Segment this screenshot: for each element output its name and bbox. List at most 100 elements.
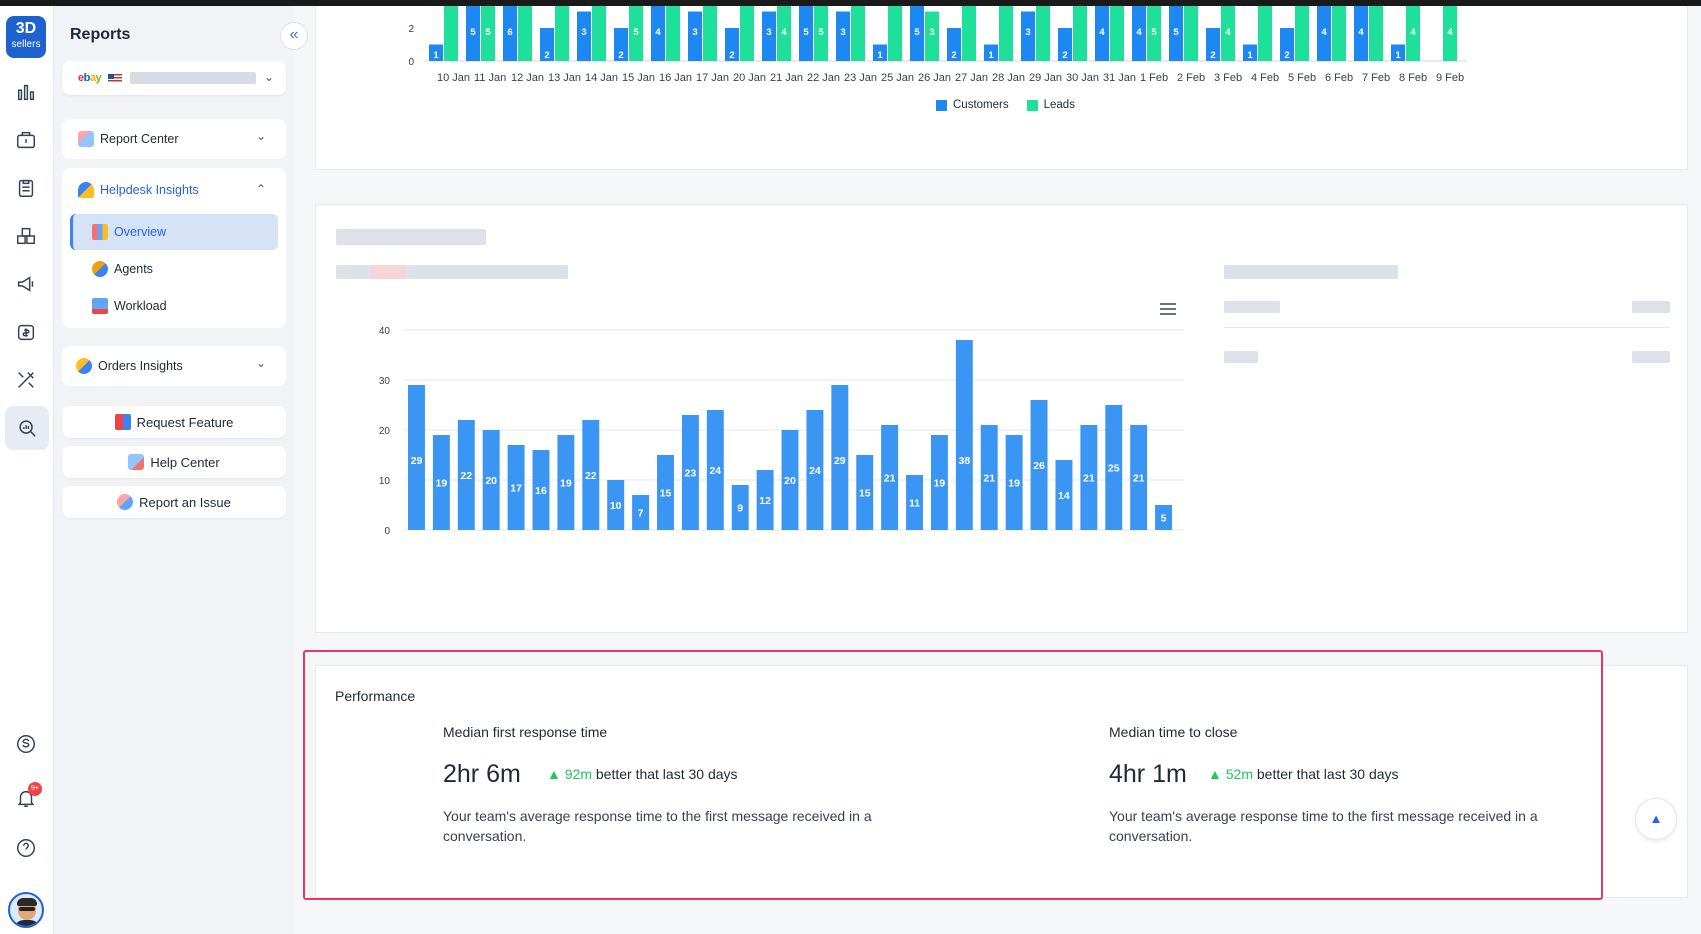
tools-icon[interactable] <box>12 366 40 394</box>
bar-leads[interactable] <box>666 0 680 61</box>
sidebar-item-report-center[interactable]: Report Center <box>62 121 286 157</box>
bar[interactable] <box>831 385 849 530</box>
inventory-icon[interactable] <box>12 222 40 250</box>
bar-customers[interactable] <box>1391 44 1405 62</box>
bar-leads[interactable] <box>925 11 939 62</box>
bar-customers[interactable] <box>1354 0 1368 61</box>
analytics-icon[interactable] <box>12 78 40 106</box>
bar[interactable] <box>507 445 525 530</box>
bar-customers[interactable] <box>577 11 591 62</box>
bar-customers[interactable] <box>688 11 702 62</box>
bar-leads[interactable] <box>555 0 569 61</box>
bar[interactable] <box>482 430 500 530</box>
report-issue-button[interactable]: Report an Issue <box>62 486 286 518</box>
subscription-icon[interactable] <box>12 730 40 758</box>
bar-leads[interactable] <box>1332 0 1346 61</box>
bar-customers[interactable] <box>1058 28 1072 61</box>
bar-customers[interactable] <box>873 44 887 62</box>
bar[interactable] <box>557 435 575 530</box>
bar[interactable] <box>681 415 699 530</box>
bar[interactable] <box>582 420 600 530</box>
bar[interactable] <box>632 495 650 530</box>
sidebar-item-helpdesk-insights[interactable]: Helpdesk Insights <box>62 172 286 208</box>
bar[interactable] <box>657 455 674 530</box>
store-selector[interactable]: ebay ⌄ <box>62 61 286 95</box>
help-icon[interactable] <box>12 834 40 862</box>
bar-leads[interactable] <box>1443 0 1457 61</box>
collapse-sidebar-button[interactable]: « <box>280 22 308 50</box>
bar[interactable] <box>1080 425 1098 530</box>
bar-leads[interactable] <box>888 0 902 61</box>
bar[interactable] <box>731 485 749 530</box>
bar-customers[interactable] <box>1021 11 1035 62</box>
bar-leads[interactable] <box>1073 0 1087 61</box>
bar-leads[interactable] <box>814 0 828 61</box>
bar-customers[interactable] <box>1169 0 1183 61</box>
report-center-card[interactable]: Report Center ⌄ <box>62 119 286 159</box>
bar[interactable] <box>781 430 799 530</box>
money-icon[interactable] <box>12 318 40 346</box>
bar-customers[interactable] <box>429 44 443 62</box>
bar[interactable] <box>1130 425 1148 530</box>
bar[interactable] <box>1005 435 1023 530</box>
orders-insights-card[interactable]: Orders Insights ⌄ <box>62 346 286 386</box>
bar-leads[interactable] <box>1258 0 1272 61</box>
bar[interactable] <box>980 425 998 530</box>
bar-leads[interactable] <box>703 0 717 61</box>
request-feature-button[interactable]: Request Feature <box>62 406 286 438</box>
bar[interactable] <box>607 480 625 530</box>
bar-customers[interactable] <box>762 11 776 62</box>
bar-leads[interactable] <box>1110 0 1124 61</box>
bar-customers[interactable] <box>836 11 850 62</box>
bar[interactable] <box>532 450 550 530</box>
bar-leads[interactable] <box>1369 0 1383 61</box>
bar[interactable] <box>881 425 899 530</box>
bar[interactable] <box>806 410 824 530</box>
bar-leads[interactable] <box>777 0 791 61</box>
bar-leads[interactable] <box>444 0 458 61</box>
bar-leads[interactable] <box>962 0 976 61</box>
bar[interactable] <box>408 385 425 530</box>
bar-customers[interactable] <box>947 28 961 61</box>
bar-customers[interactable] <box>1132 0 1146 61</box>
bar-customers[interactable] <box>540 28 554 61</box>
bar-customers[interactable] <box>984 44 998 62</box>
bar-customers[interactable] <box>1206 28 1220 61</box>
bar-customers[interactable] <box>614 28 628 61</box>
chart-menu-icon[interactable] <box>1160 303 1176 315</box>
bar-leads[interactable] <box>1184 0 1198 61</box>
sidebar-item-overview[interactable]: Overview <box>62 214 286 250</box>
bar-leads[interactable] <box>1147 0 1161 61</box>
bar-leads[interactable] <box>592 0 606 61</box>
bar-leads[interactable] <box>1036 0 1050 61</box>
bar[interactable] <box>1055 460 1073 530</box>
bar-leads[interactable] <box>1221 0 1235 61</box>
bar[interactable] <box>906 475 923 530</box>
sidebar-item-agents[interactable]: Agents <box>62 251 286 287</box>
bar-customers[interactable] <box>1243 44 1257 62</box>
app-logo[interactable]: 3D sellers <box>6 16 46 58</box>
megaphone-icon[interactable] <box>12 270 40 298</box>
bar[interactable] <box>706 410 724 530</box>
scroll-to-top-button[interactable]: ▲ <box>1635 798 1677 840</box>
help-center-button[interactable]: Help Center <box>62 446 286 478</box>
bar-leads[interactable] <box>1295 0 1309 61</box>
bar-leads[interactable] <box>1406 0 1420 61</box>
bar[interactable] <box>856 455 874 530</box>
box-icon[interactable] <box>12 126 40 154</box>
bar[interactable] <box>756 470 774 530</box>
bar-leads[interactable] <box>851 0 865 61</box>
bar-customers[interactable] <box>466 0 480 61</box>
sidebar-item-orders-insights[interactable]: Orders Insights <box>62 348 286 384</box>
bar-customers[interactable] <box>503 0 517 61</box>
bar-leads[interactable] <box>629 0 643 61</box>
bar-leads[interactable] <box>518 0 532 61</box>
avatar[interactable] <box>8 892 44 928</box>
bar-customers[interactable] <box>910 0 924 61</box>
clipboard-icon[interactable] <box>12 174 40 202</box>
bar-leads[interactable] <box>481 0 495 61</box>
sidebar-item-workload[interactable]: Workload <box>62 288 286 324</box>
bar[interactable] <box>1105 405 1123 530</box>
bar[interactable] <box>432 435 450 530</box>
bar[interactable] <box>930 435 948 530</box>
